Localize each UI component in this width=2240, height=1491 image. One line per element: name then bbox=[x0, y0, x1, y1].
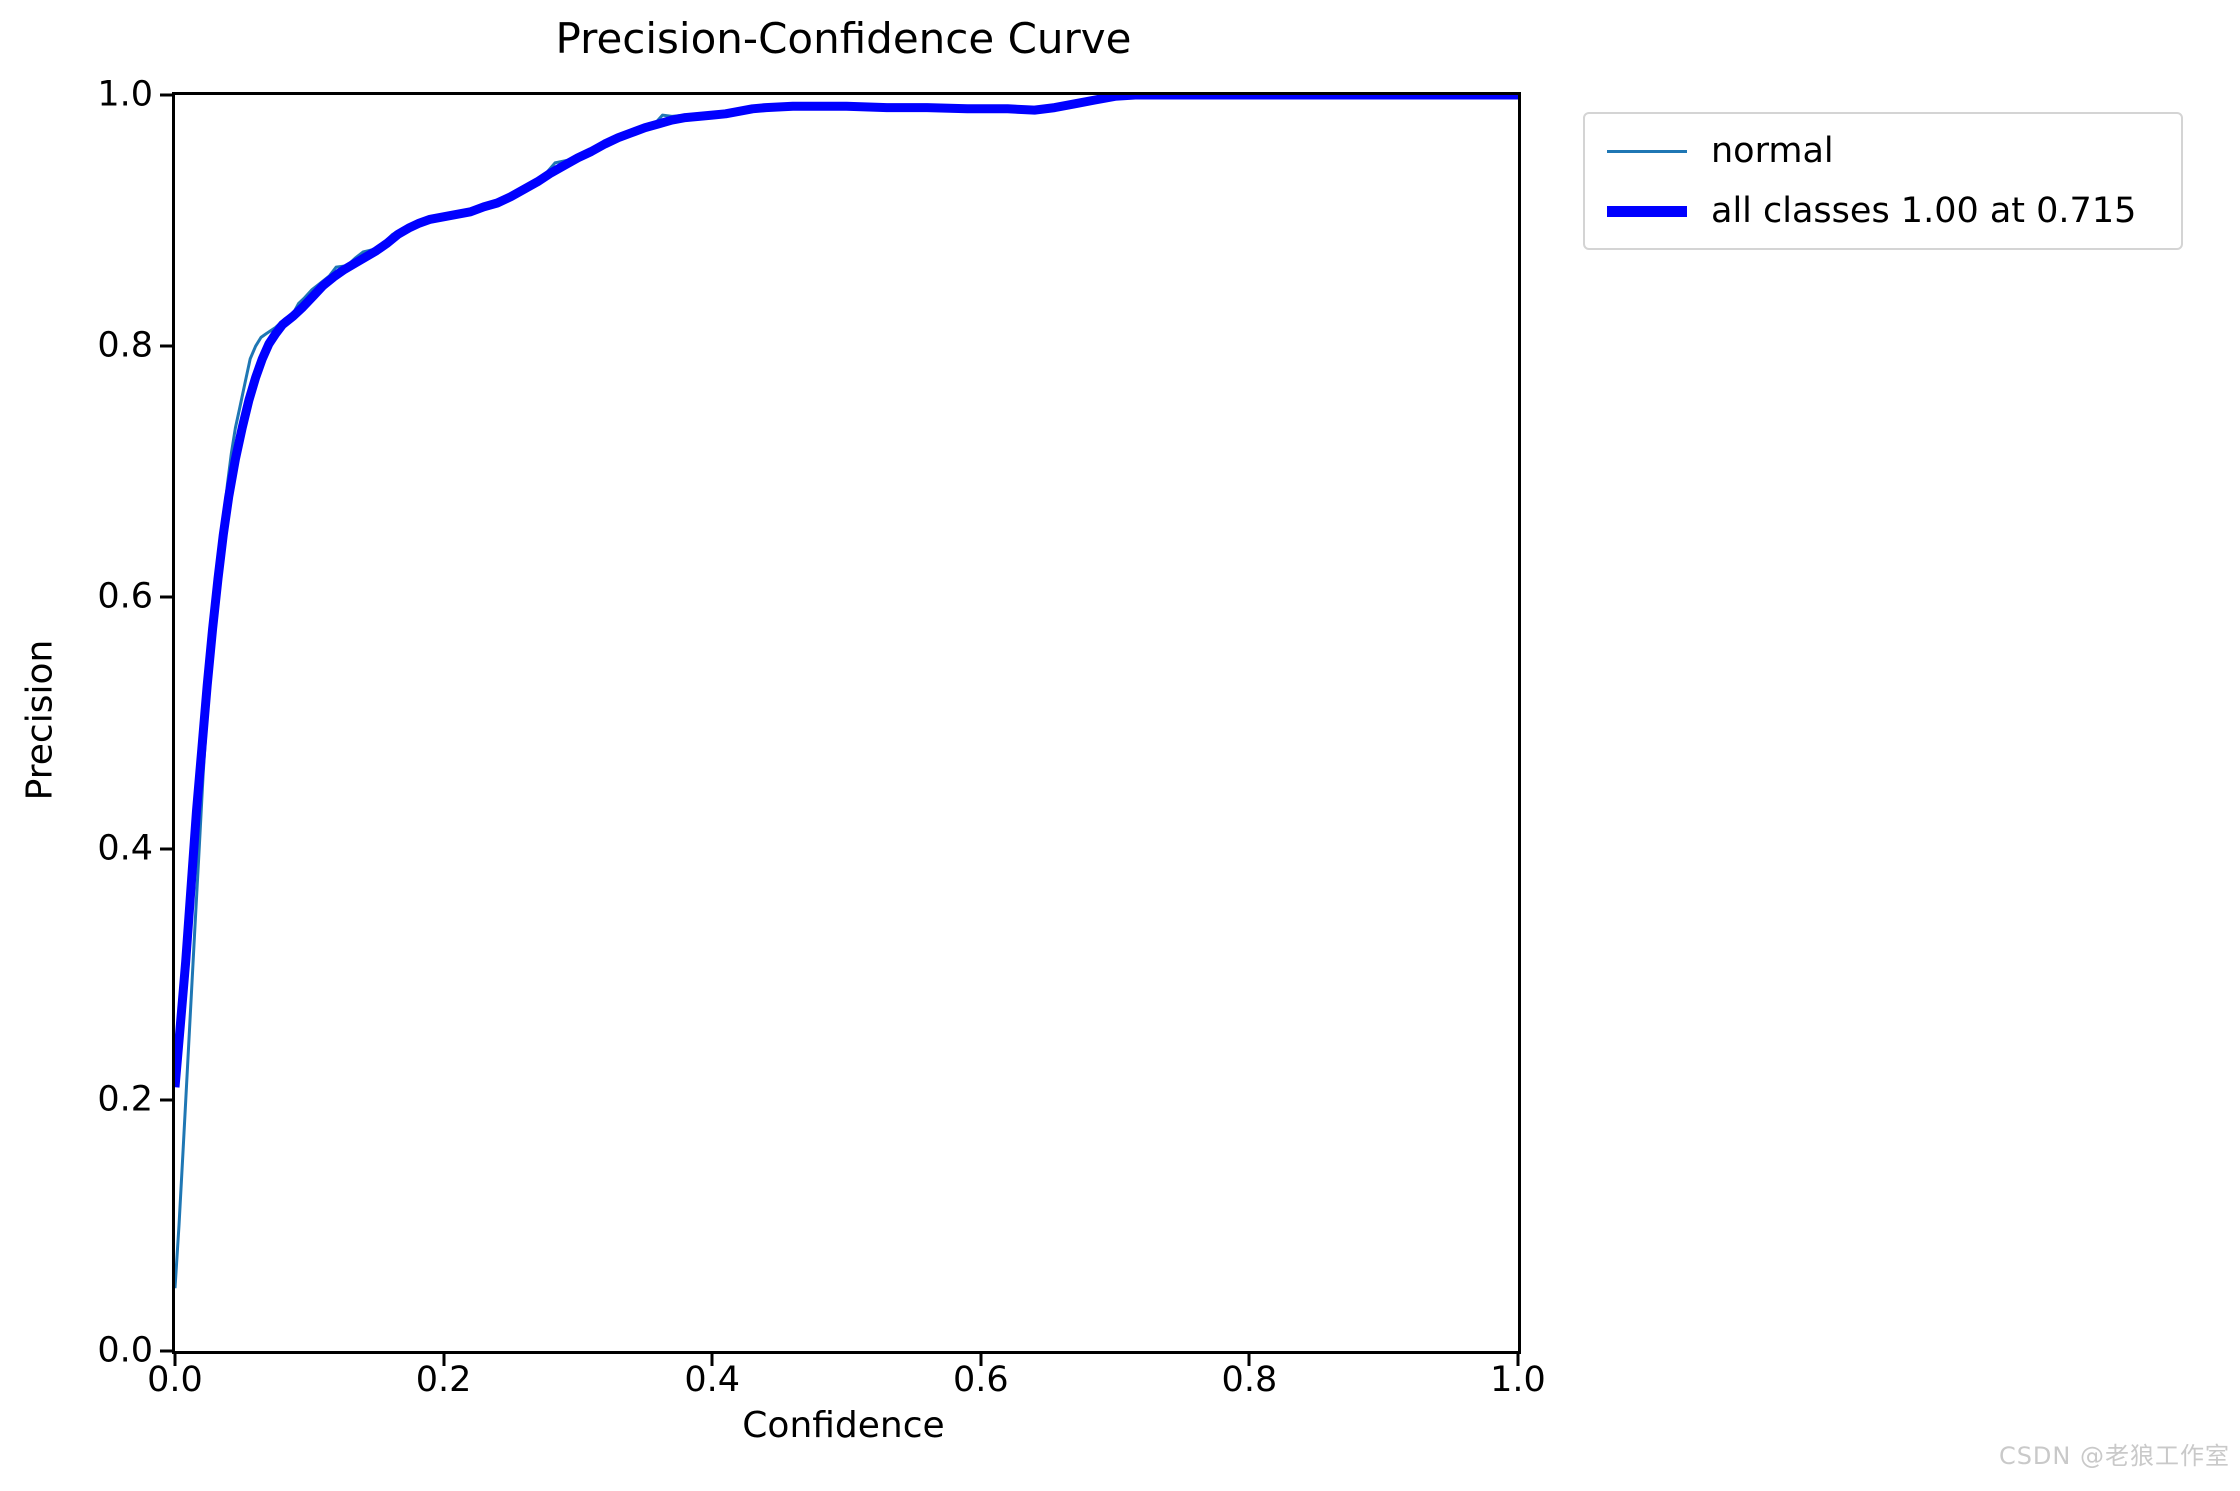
x-tick-label: 0.2 bbox=[415, 1360, 472, 1400]
y-tick-mark bbox=[160, 1098, 172, 1102]
curves-svg bbox=[175, 95, 1518, 1289]
x-tick-label: 0.8 bbox=[1221, 1360, 1278, 1400]
curve-all-classes bbox=[175, 95, 1518, 1088]
plot-area: 0.0 0.2 0.4 0.6 0.8 1.0 1.0 0.8 0.6 0.4 … bbox=[97, 77, 1546, 1398]
y-tick-label: 0.2 bbox=[97, 1079, 153, 1120]
x-axis-label: Confidence bbox=[742, 1405, 945, 1446]
legend-label: normal bbox=[1711, 131, 1834, 171]
y-tick-label: 1.0 bbox=[97, 74, 153, 115]
legend-line-normal-icon bbox=[1607, 149, 1687, 153]
y-tick-label: 0.8 bbox=[97, 325, 153, 366]
x-tick-label: 0.6 bbox=[952, 1360, 1009, 1400]
x-tick-mark bbox=[173, 1354, 177, 1366]
legend-entry-all-classes: all classes 1.00 at 0.715 bbox=[1607, 190, 2159, 232]
x-tick-mark bbox=[442, 1354, 446, 1366]
x-tick-mark bbox=[710, 1354, 714, 1366]
legend: normal all classes 1.00 at 0.715 bbox=[1583, 112, 2183, 250]
x-tick-label: 0.0 bbox=[147, 1360, 203, 1400]
chart-title: Precision-Confidence Curve bbox=[555, 14, 1132, 63]
x-tick-mark bbox=[979, 1354, 983, 1366]
y-axis-label-wrap: Precision bbox=[16, 92, 64, 1348]
y-tick-mark bbox=[160, 93, 172, 97]
y-tick-mark bbox=[160, 595, 172, 599]
y-axis-label: Precision bbox=[19, 639, 61, 801]
x-tick-mark bbox=[1516, 1354, 1520, 1366]
y-tick-mark bbox=[160, 847, 172, 851]
y-tick-mark bbox=[160, 1349, 172, 1353]
y-tick-label: 0.4 bbox=[97, 828, 153, 869]
y-tick-label: 0.0 bbox=[97, 1330, 153, 1371]
x-tick-mark bbox=[1247, 1354, 1251, 1366]
x-tick-label: 0.4 bbox=[684, 1360, 741, 1400]
watermark: CSDN @老狼工作室 bbox=[1998, 1442, 2230, 1470]
legend-entry-normal: normal bbox=[1607, 130, 2159, 172]
x-tick-label: 1.0 bbox=[1490, 1360, 1546, 1400]
legend-label: all classes 1.00 at 0.715 bbox=[1711, 191, 2137, 231]
y-tick-mark bbox=[160, 344, 172, 348]
y-tick-label: 0.6 bbox=[97, 576, 153, 617]
legend-line-all-classes-icon bbox=[1607, 205, 1687, 217]
curve-normal bbox=[175, 95, 1518, 1289]
